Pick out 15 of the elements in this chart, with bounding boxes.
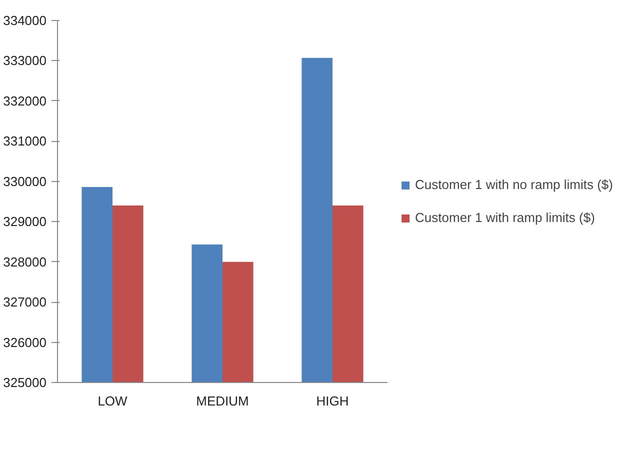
y-tick-label: 327000 <box>3 294 47 310</box>
y-tick-label: 330000 <box>3 174 47 189</box>
x-tick-label: LOW <box>98 394 128 408</box>
y-tick-label: 333000 <box>3 53 47 68</box>
y-tick-label: 331000 <box>3 134 47 149</box>
legend-label: Customer 1 with ramp limits ($) <box>415 210 595 225</box>
legend-label: Customer 1 with no ramp limits ($) <box>415 177 613 192</box>
y-tick-label: 328000 <box>3 254 47 270</box>
y-tick-label: 329000 <box>3 214 47 230</box>
y-tick-label: 334000 <box>3 13 47 28</box>
x-tick-label: MEDIUM <box>196 394 249 408</box>
y-tick-label: 332000 <box>3 93 47 108</box>
y-tick-label: 326000 <box>3 334 47 350</box>
y-tick-label: 325000 <box>3 375 47 390</box>
x-tick-label: HIGH <box>316 394 349 408</box>
